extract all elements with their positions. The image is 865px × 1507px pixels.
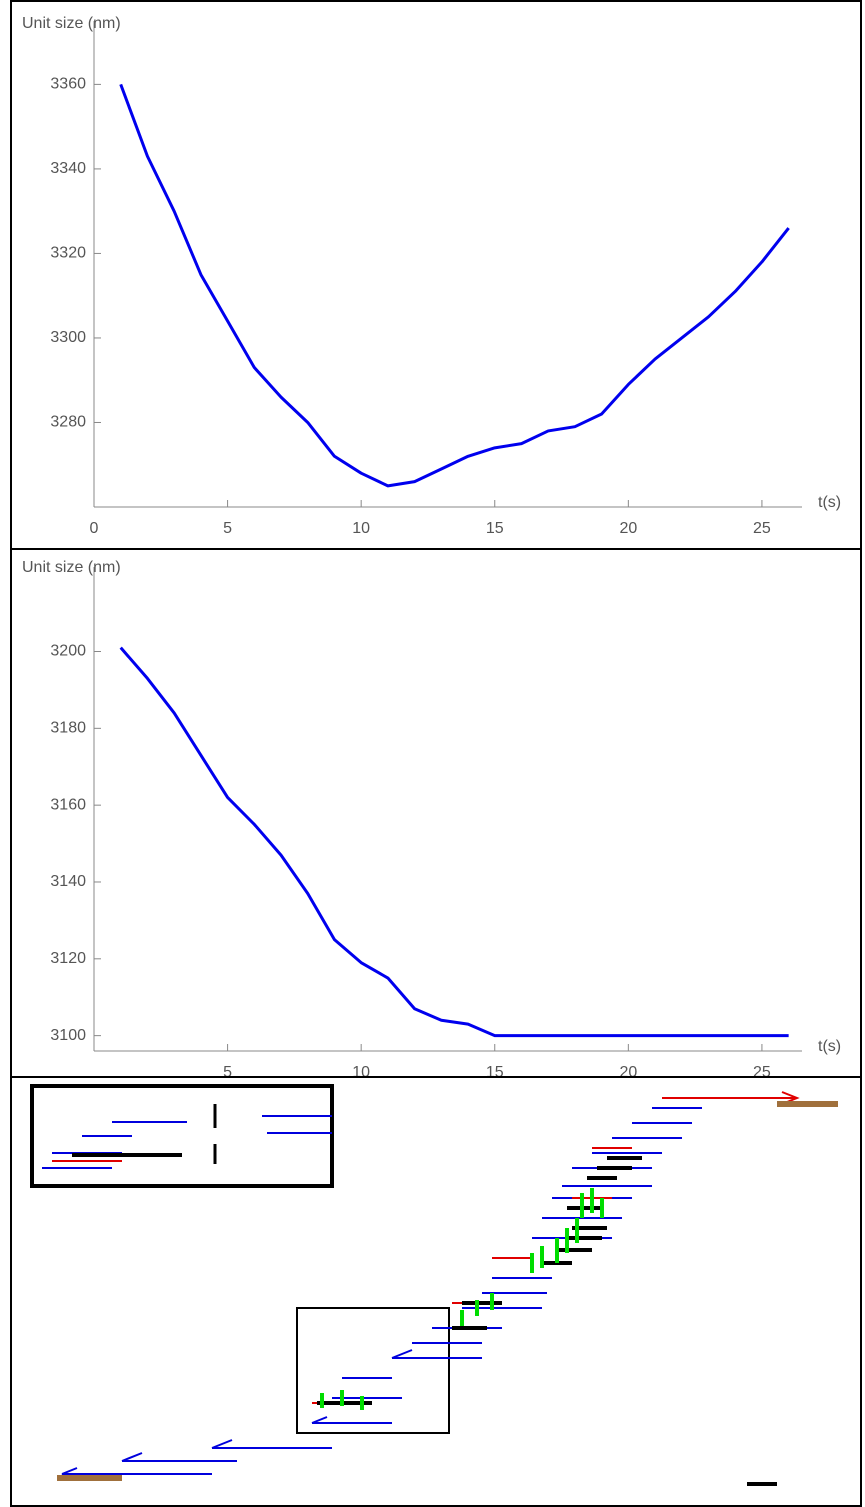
x-axis-label: t(s) bbox=[818, 1038, 841, 1055]
black-bars bbox=[72, 1104, 777, 1484]
zoom-box bbox=[297, 1308, 449, 1433]
x-tick-label: 10 bbox=[352, 520, 370, 537]
x-axis-label: t(s) bbox=[818, 494, 841, 511]
x-tick-label: 5 bbox=[223, 1064, 232, 1076]
red-arrows bbox=[52, 1092, 797, 1403]
green-marks bbox=[322, 1188, 602, 1410]
x-tick-label: 15 bbox=[486, 1064, 504, 1076]
y-axis-label: Unit size (nm) bbox=[22, 15, 121, 32]
x-tick-label: 20 bbox=[619, 1064, 637, 1076]
diagram bbox=[12, 1078, 860, 1505]
y-tick-label: 3280 bbox=[50, 414, 86, 431]
data-line bbox=[121, 648, 789, 1036]
y-tick-label: 3140 bbox=[50, 873, 86, 890]
x-tick-label: 0 bbox=[90, 520, 99, 537]
chart-panel: 3280 3300 3320 3340 3360 0 5 10 15 20 25 Unit size … bbox=[10, 0, 862, 550]
y-tick-label: 3100 bbox=[50, 1027, 86, 1044]
x-tick-label: 20 bbox=[619, 520, 637, 537]
chart-panel: 3100 3120 3140 3160 3180 3200 5 10 15 20 25 Unit si… bbox=[10, 548, 862, 1078]
data-line bbox=[121, 84, 789, 485]
y-tick-label: 3300 bbox=[50, 329, 86, 346]
y-tick-label: 3120 bbox=[50, 950, 86, 967]
chart: 3100 3120 3140 3160 3180 3200 5 10 15 20 25 Unit si… bbox=[12, 550, 860, 1076]
y-tick-label: 3160 bbox=[50, 796, 86, 813]
x-tick-label: 5 bbox=[223, 520, 232, 537]
x-tick-label: 15 bbox=[486, 520, 504, 537]
y-tick-label: 3360 bbox=[50, 76, 86, 93]
y-tick-label: 3320 bbox=[50, 245, 86, 262]
inset-frame bbox=[32, 1086, 332, 1186]
y-axis-label: Unit size (nm) bbox=[22, 559, 121, 576]
blue-arrows bbox=[42, 1108, 702, 1480]
diagram-panel bbox=[10, 1076, 862, 1507]
x-tick-label: 25 bbox=[753, 1064, 771, 1076]
anchors bbox=[57, 1104, 838, 1478]
y-tick-label: 3180 bbox=[50, 720, 86, 737]
y-tick-label: 3200 bbox=[50, 643, 86, 660]
x-tick-label: 25 bbox=[753, 520, 771, 537]
page: {"chart_data": [ {"type": "line", "ylabe… bbox=[0, 0, 865, 1507]
y-tick-label: 3340 bbox=[50, 160, 86, 177]
chart: 3280 3300 3320 3340 3360 0 5 10 15 20 25 Unit size … bbox=[12, 2, 860, 548]
x-tick-label: 10 bbox=[352, 1064, 370, 1076]
